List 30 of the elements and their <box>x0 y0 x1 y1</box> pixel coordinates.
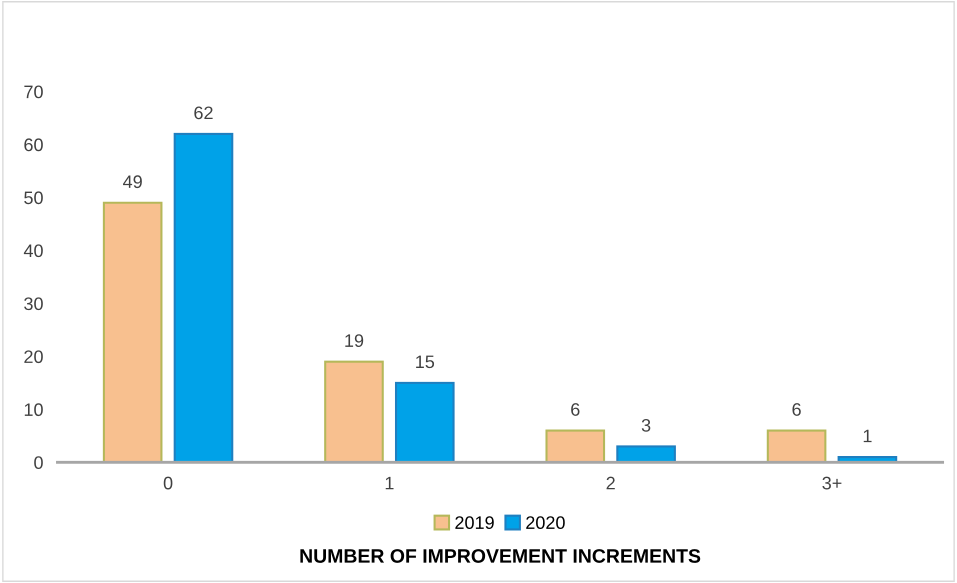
data-label: 19 <box>345 334 364 347</box>
bar <box>324 360 384 462</box>
data-label: 6 <box>792 403 801 416</box>
x-tick-label: 0 <box>164 476 172 490</box>
x-tick-label: 3+ <box>822 476 842 490</box>
data-label: 49 <box>123 175 142 188</box>
y-tick-label: 70 <box>24 85 43 98</box>
bar <box>102 202 162 462</box>
bar <box>174 132 234 462</box>
y-tick-label: 50 <box>24 191 43 204</box>
bar <box>766 429 826 462</box>
x-tick-label: 1 <box>386 476 394 490</box>
bar <box>545 429 606 462</box>
data-label: 6 <box>571 403 580 416</box>
data-label: 1 <box>864 430 872 442</box>
y-tick-label: 0 <box>34 456 43 470</box>
y-tick-label: 40 <box>24 244 43 258</box>
x-tick-label: 2 <box>606 476 615 490</box>
legend-label: 2020 <box>526 516 565 530</box>
y-tick-label: 60 <box>24 138 43 152</box>
y-tick-label: 20 <box>24 350 43 364</box>
x-axis-title: NUMBER OF IMPROVEMENT INCREMENTS <box>300 549 700 563</box>
y-tick-label: 10 <box>24 403 43 416</box>
bar <box>394 382 455 462</box>
data-label: 3 <box>642 418 650 432</box>
bar <box>616 445 676 462</box>
data-label: 15 <box>416 356 434 368</box>
legend-label: 2019 <box>455 516 494 530</box>
data-label: 62 <box>194 106 213 120</box>
y-tick-label: 30 <box>24 297 43 310</box>
